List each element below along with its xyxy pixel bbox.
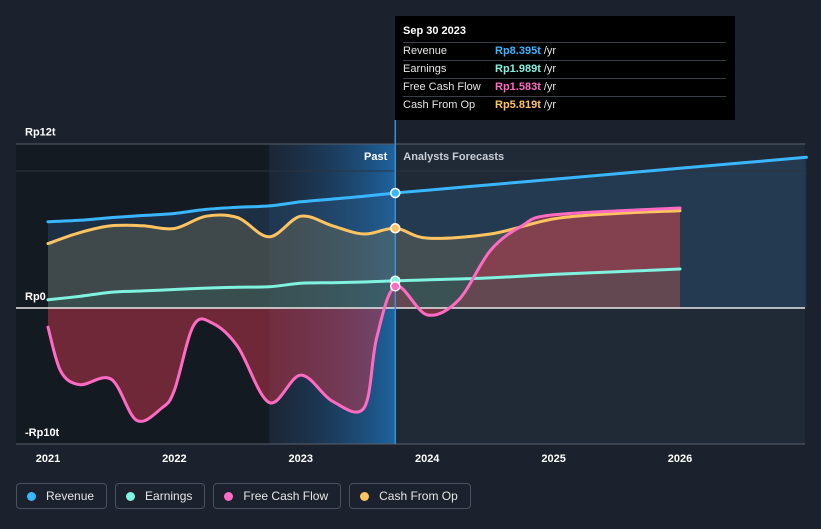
tooltip-row-cash-from-op: Cash From Op Rp5.819t /yr — [403, 96, 726, 114]
dot-icon — [126, 491, 136, 501]
tooltip-label: Free Cash Flow — [403, 81, 481, 93]
legend-label: Revenue — [46, 489, 95, 503]
tooltip-date: Sep 30 2023 — [403, 25, 466, 37]
tooltip-row-revenue: Revenue Rp8.395t /yr — [403, 42, 726, 60]
tooltip-value: Rp1.989t — [495, 63, 541, 75]
line-cash-from-op — [46, 209, 682, 246]
legend-item-revenue[interactable]: Revenue — [16, 483, 108, 509]
legend-item-earnings[interactable]: Earnings — [115, 483, 206, 509]
tooltip-value: Rp8.395t — [495, 45, 541, 57]
line-earnings — [46, 267, 682, 302]
tooltip-unit: /yr — [543, 99, 557, 111]
marker-free-cash-flow — [390, 281, 401, 292]
legend-item-free-cash-flow[interactable]: Free Cash Flow — [213, 483, 342, 509]
line-free-cash-flow — [46, 206, 682, 423]
x-tick-label: 2022 — [162, 453, 186, 465]
legend-label: Cash From Op — [379, 489, 458, 503]
dot-icon — [360, 491, 370, 501]
tooltip-label: Cash From Op — [403, 99, 476, 111]
tooltip-value: Rp1.583t — [495, 81, 541, 93]
legend-label: Earnings — [145, 489, 193, 503]
tooltip-row-free-cash-flow: Free Cash Flow Rp1.583t /yr — [403, 78, 726, 96]
forecast-label: Analysts Forecasts — [403, 151, 504, 163]
legend-item-cash-from-op[interactable]: Cash From Op — [349, 483, 471, 509]
area-earnings — [48, 269, 680, 308]
tooltip-unit: /yr — [543, 45, 557, 57]
x-tick-label: 2023 — [289, 453, 313, 465]
x-tick-label: 2025 — [541, 453, 565, 465]
x-tick-label: 2021 — [36, 453, 60, 465]
marker-cash-from-op — [390, 223, 401, 234]
x-tick-label: 2026 — [668, 453, 692, 465]
tooltip-unit: /yr — [543, 81, 557, 93]
legend-label: Free Cash Flow — [243, 489, 329, 503]
tooltip-label: Earnings — [403, 63, 447, 75]
y-tick-label: Rp0 — [25, 291, 46, 303]
past-label: Past — [364, 151, 388, 163]
marker-revenue — [390, 187, 401, 199]
legend: Revenue Earnings Free Cash Flow Cash Fro… — [16, 483, 471, 511]
y-tick-label: Rp12t — [25, 127, 56, 139]
tooltip-unit: /yr — [543, 63, 557, 75]
line-revenue — [46, 155, 808, 224]
x-tick-label: 2024 — [415, 453, 440, 465]
tooltip-label: Revenue — [403, 45, 448, 57]
tooltip-value: Rp5.819t — [495, 99, 541, 111]
tooltip-row-earnings: Earnings Rp1.989t /yr — [403, 60, 726, 78]
tooltip: Sep 30 2023 Revenue Rp8.395t /yr Earning… — [395, 16, 735, 120]
dot-icon — [224, 491, 234, 501]
area-free-cash-flow — [48, 208, 680, 422]
dot-icon — [27, 491, 36, 501]
y-tick-label: -Rp10t — [25, 427, 60, 439]
